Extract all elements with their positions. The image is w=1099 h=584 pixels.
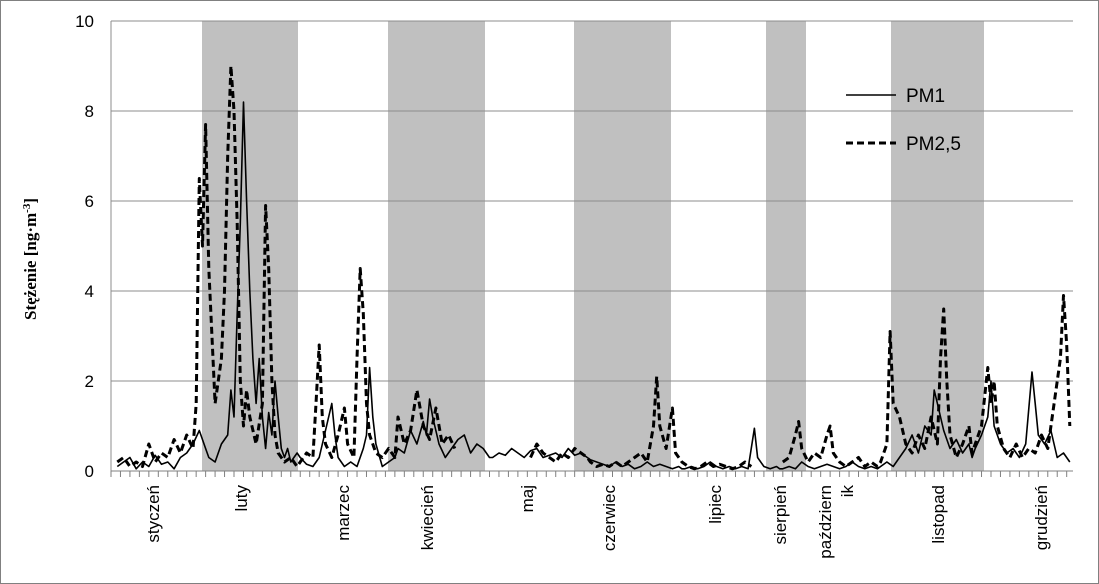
month-shade [891, 21, 984, 471]
y-tick-label: 4 [85, 282, 94, 301]
month-shade [202, 21, 298, 471]
month-shade [388, 21, 485, 471]
x-tick-label: styczeń [144, 485, 163, 543]
y-axis-label-close: ] [21, 198, 40, 204]
x-tick-label: grudzień [1032, 485, 1051, 550]
series-pm25-line [116, 64, 1072, 471]
legend: PM1 PM2,5 [846, 86, 961, 155]
y-tick-label: 0 [85, 462, 94, 481]
x-tick-label: czerwiec [600, 485, 619, 552]
x-tick-label: maj [518, 485, 537, 512]
month-shading [202, 21, 984, 471]
y-axis-label: Stężenie [ng·m-3] [21, 198, 40, 320]
y-tick-label: 8 [85, 102, 94, 121]
month-shade [574, 21, 671, 471]
series-lines [116, 64, 1072, 471]
y-axis-label-sup: -3 [21, 203, 33, 213]
x-tick-label: luty [232, 485, 251, 512]
x-tick-label: październ ik [816, 485, 857, 559]
x-tick-label: listopad [929, 485, 948, 544]
x-tick-label: marzec [334, 485, 353, 541]
x-axis: styczeń luty marzec kwiecień maj czerwiec lipi… [110, 470, 1073, 559]
y-tick-label: 2 [85, 372, 94, 391]
x-tick-label: lipiec [706, 485, 725, 524]
legend-label: PM1 [906, 86, 945, 107]
y-tick-label: 6 [85, 192, 94, 211]
x-tick-label: sierpień [771, 485, 790, 545]
month-shade [766, 21, 806, 471]
series-pm1-line [116, 101, 1071, 470]
y-tick-label: 10 [75, 12, 94, 31]
legend-label: PM2,5 [906, 134, 961, 155]
y-axis-ticks: 0 2 4 6 8 10 [75, 12, 94, 481]
y-axis-label-main: Stężenie [ng·m [21, 213, 40, 320]
x-tick-label: kwiecień [418, 485, 437, 550]
